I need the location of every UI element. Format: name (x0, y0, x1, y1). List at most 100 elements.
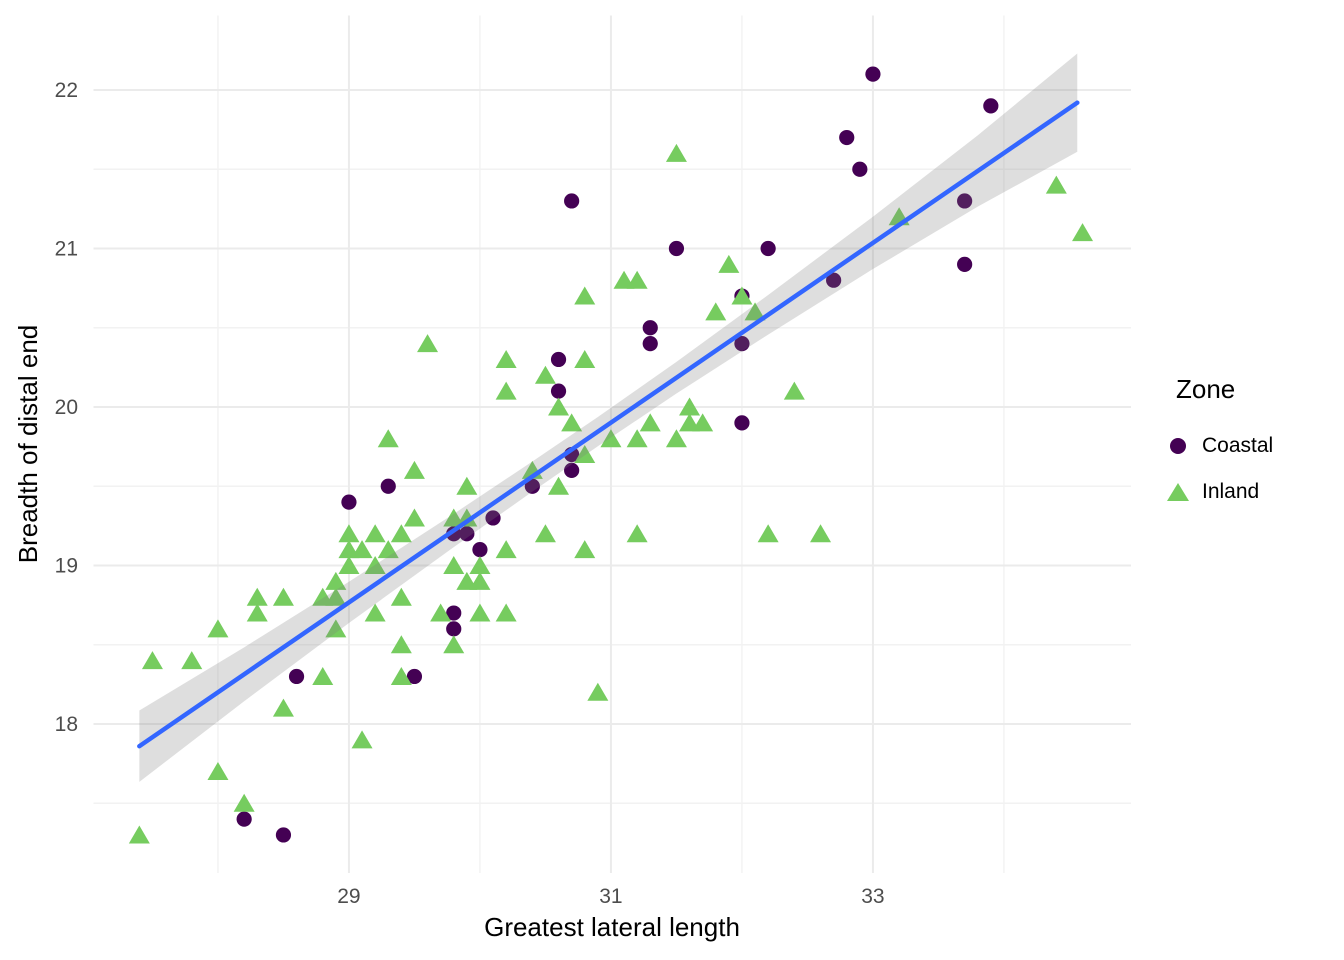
data-point-coastal (472, 542, 488, 558)
confidence-ribbon (139, 53, 1078, 782)
data-point-inland (810, 524, 832, 543)
data-point-inland (390, 524, 412, 543)
data-point-inland (351, 540, 373, 559)
data-point-coastal (826, 272, 842, 288)
data-point-coastal (524, 478, 540, 494)
data-point-coastal (406, 668, 423, 685)
y-tick-label: 20 (55, 396, 78, 419)
data-point-inland (312, 666, 334, 685)
data-point-inland (246, 587, 268, 606)
data-point-inland (390, 666, 412, 685)
data-point-inland (548, 476, 570, 495)
data-point-inland (534, 365, 556, 384)
data-point-coastal (236, 811, 252, 827)
data-point-inland (443, 635, 465, 654)
data-point-inland (1072, 223, 1094, 242)
data-point-inland (574, 349, 596, 368)
data-point-inland (325, 571, 347, 590)
legend-title: Zone (1176, 374, 1236, 404)
data-point-inland (587, 682, 609, 701)
data-point-inland (469, 556, 491, 575)
data-point-coastal (550, 351, 567, 368)
data-point-coastal (642, 320, 658, 336)
data-point-inland (417, 334, 439, 353)
data-point-inland (495, 540, 517, 559)
data-point-inland (561, 413, 583, 432)
data-point-inland (757, 524, 779, 543)
legend-key (1160, 474, 1196, 510)
data-point-inland (377, 540, 399, 559)
data-point-inland (665, 429, 687, 448)
data-point-inland (456, 508, 478, 527)
data-point-inland (692, 413, 714, 432)
data-point-inland (443, 556, 465, 575)
data-point-coastal (983, 98, 999, 114)
data-point-inland (731, 286, 753, 305)
data-point-coastal (446, 605, 462, 621)
data-point-coastal (380, 478, 396, 494)
data-point-inland (233, 793, 255, 812)
data-point-inland (574, 540, 596, 559)
legend-item-label: Coastal (1202, 434, 1274, 457)
x-tick-label: 33 (861, 885, 884, 908)
data-point-coastal (275, 827, 292, 843)
data-point-inland (390, 635, 412, 654)
data-point-inland (600, 429, 622, 448)
data-point-inland (207, 619, 229, 638)
legend-item-inland: Inland (1160, 469, 1340, 515)
inland-triangle-icon (1167, 483, 1189, 501)
data-point-inland (718, 254, 740, 273)
data-point-inland (325, 619, 347, 638)
data-point-coastal (288, 668, 305, 685)
y-tick-label: 22 (55, 79, 78, 102)
data-point-coastal (459, 526, 475, 542)
data-point-inland (430, 603, 452, 622)
data-point-inland (403, 508, 425, 527)
data-point-inland (626, 270, 648, 289)
data-point-coastal (668, 240, 685, 257)
data-point-inland (390, 587, 412, 606)
data-point-coastal (839, 129, 855, 146)
data-point-coastal (734, 415, 750, 431)
data-point-inland (548, 397, 570, 416)
data-point-coastal (865, 66, 881, 82)
data-point-inland (325, 587, 347, 606)
data-point-inland (495, 381, 517, 400)
data-point-inland (744, 302, 766, 321)
data-point-inland (272, 698, 294, 717)
data-point-coastal (485, 510, 501, 526)
data-point-coastal (564, 193, 580, 209)
y-tick-label: 21 (55, 237, 78, 260)
x-tick-label: 29 (337, 885, 360, 908)
data-point-coastal (550, 383, 567, 399)
data-point-inland (403, 460, 425, 479)
data-point-inland (364, 603, 386, 622)
x-axis-title: Greatest lateral length (484, 912, 740, 942)
data-point-inland (456, 476, 478, 495)
data-point-inland (377, 429, 399, 448)
data-point-inland (364, 556, 386, 575)
data-point-inland (351, 730, 373, 749)
data-point-inland (141, 651, 163, 670)
data-point-inland (495, 603, 517, 622)
legend-item-label: Inland (1202, 480, 1260, 503)
data-point-inland (495, 349, 517, 368)
legend-item-coastal: Coastal (1160, 423, 1340, 469)
y-tick-label: 19 (55, 555, 78, 578)
data-point-coastal (446, 621, 462, 637)
data-point-inland (246, 603, 268, 622)
x-tick-label: 31 (599, 885, 622, 908)
data-point-coastal (760, 240, 776, 257)
coastal-circle-icon (1170, 438, 1186, 454)
data-point-inland (705, 302, 727, 321)
y-tick-label: 18 (55, 713, 78, 736)
data-point-inland (469, 603, 491, 622)
data-point-coastal (957, 256, 973, 272)
data-point-inland (574, 445, 596, 464)
data-point-inland (639, 413, 661, 432)
y-axis-title: Breadth of distal end (13, 324, 43, 564)
data-point-inland (534, 524, 556, 543)
data-point-inland (469, 571, 491, 590)
